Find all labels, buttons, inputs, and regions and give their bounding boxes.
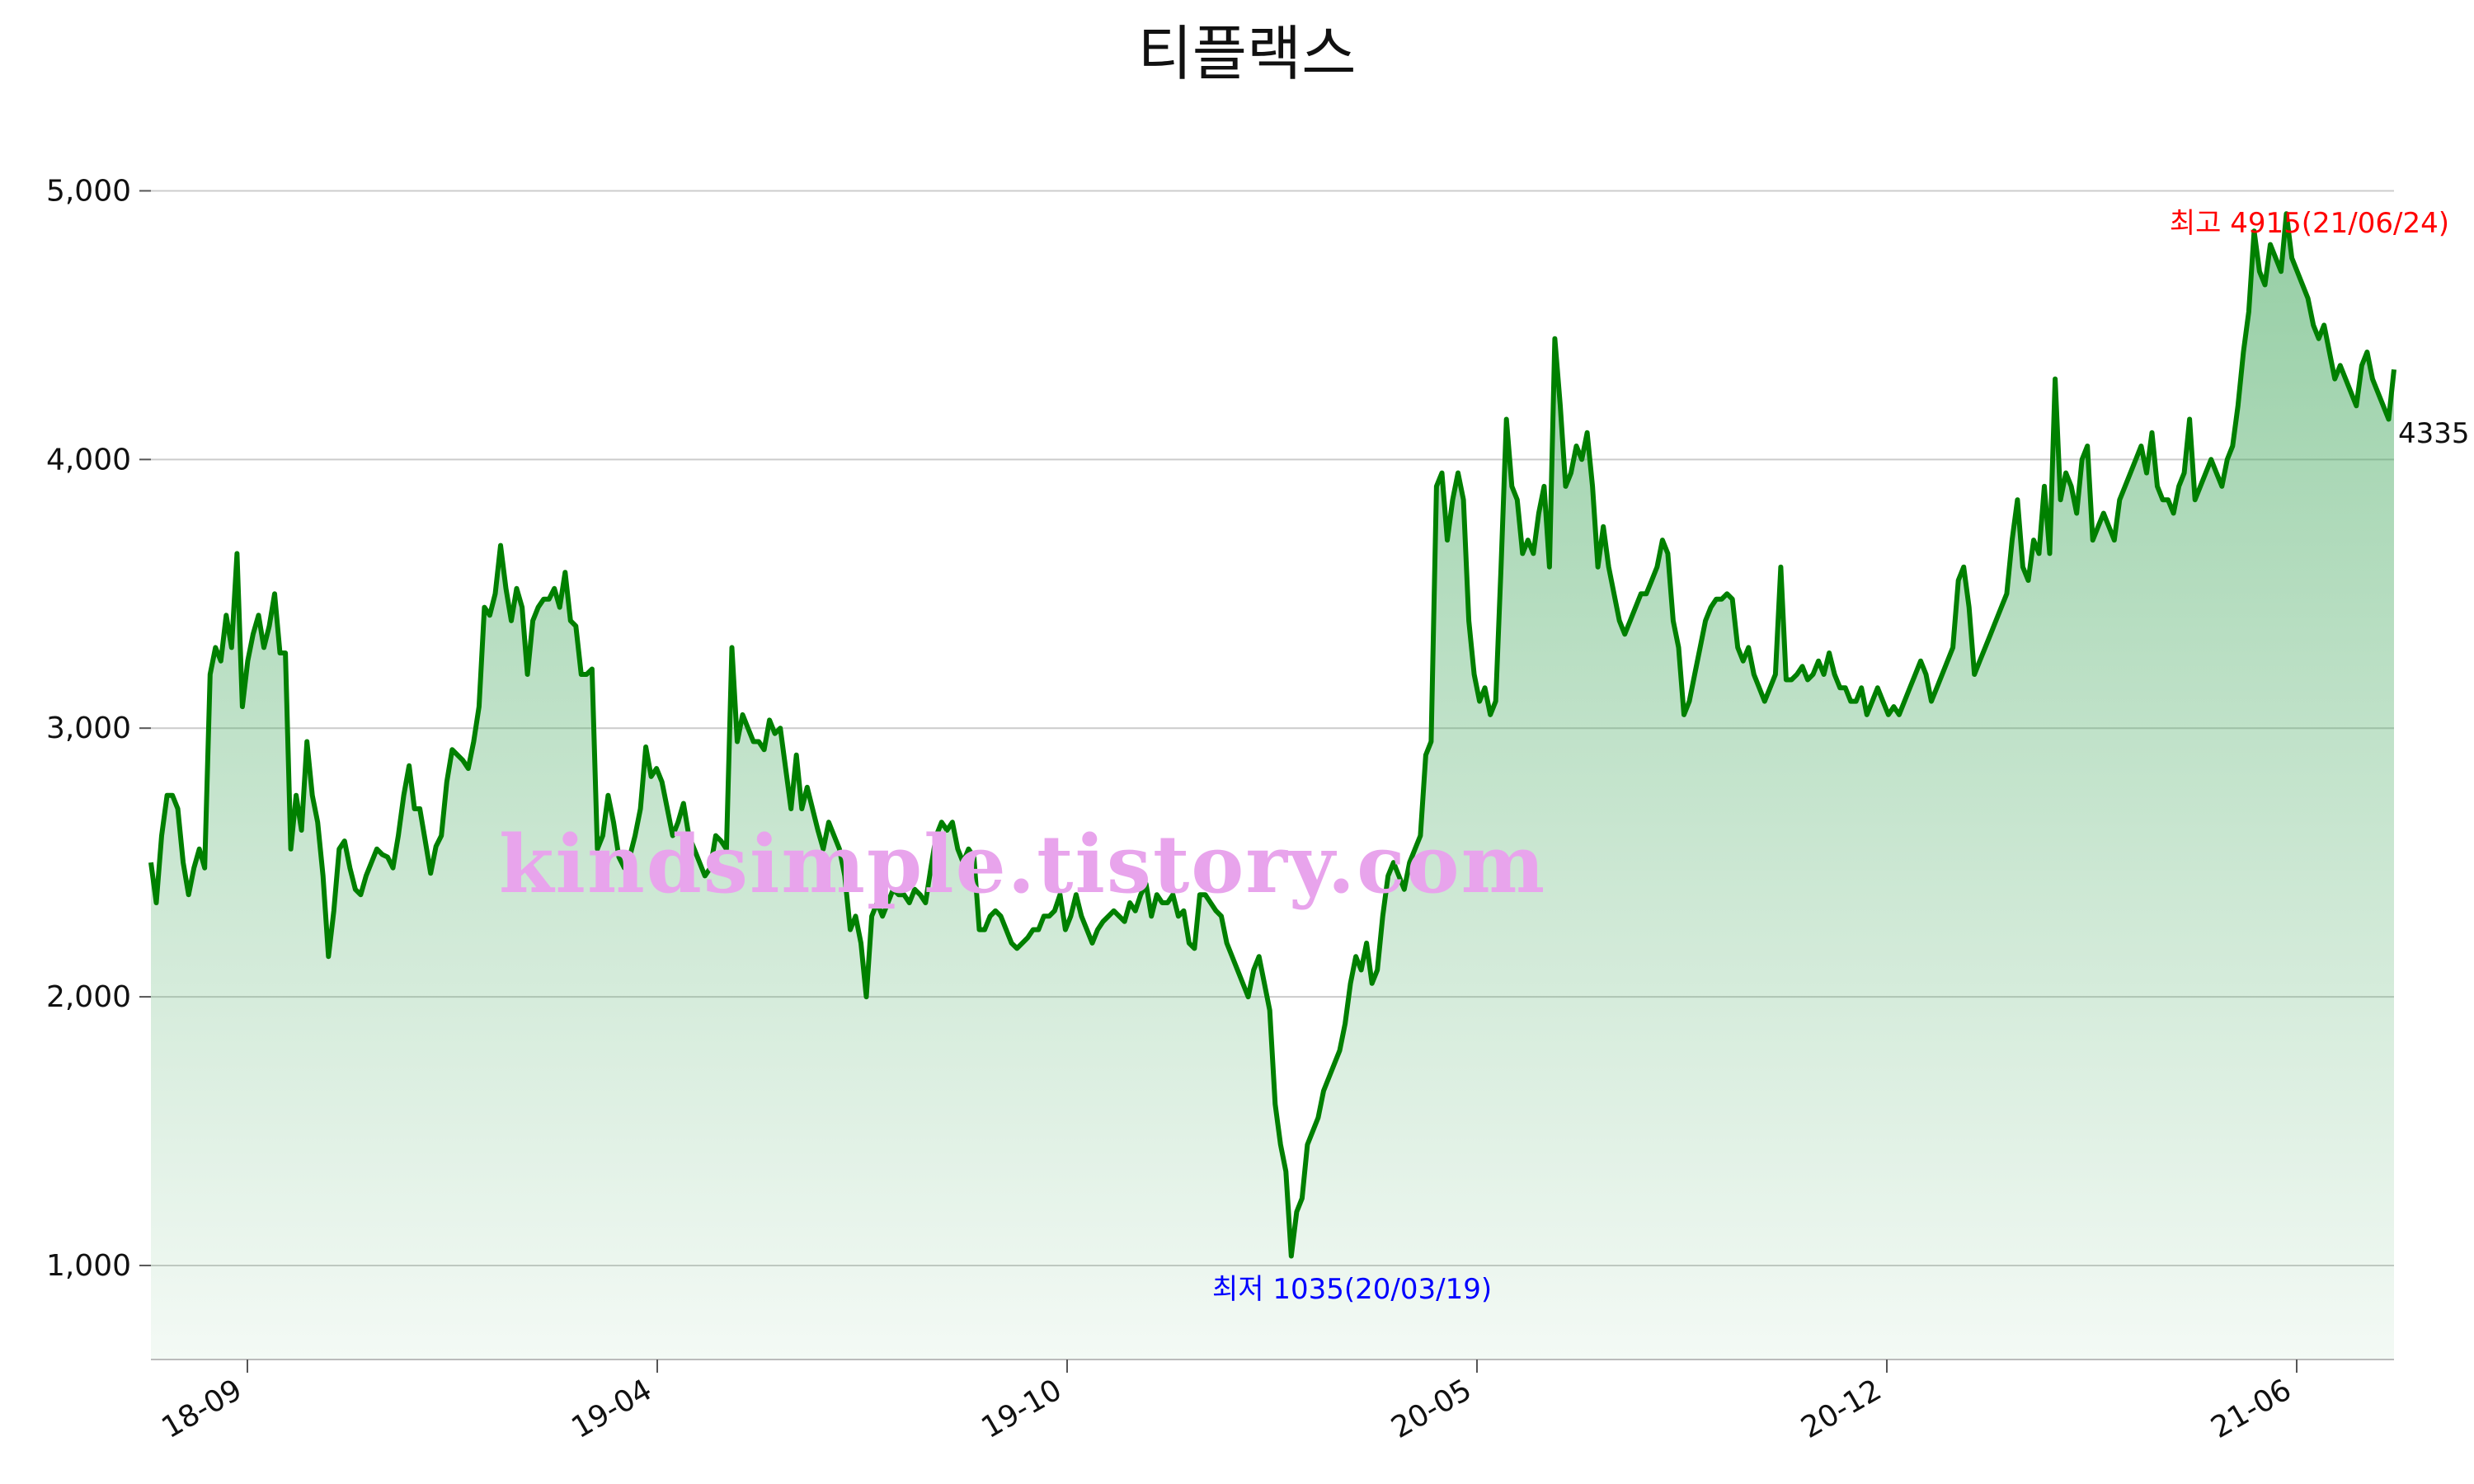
price-line	[148, 211, 2396, 1259]
low-annotation: 최저 1035(20/03/19)	[1212, 1273, 1492, 1306]
y-tick-label: 1,000	[46, 1249, 131, 1283]
x-tick-label: 19-10	[976, 1373, 1067, 1445]
y-tick-label: 4,000	[46, 443, 131, 477]
watermark-text: kindsimple.tistory.com	[499, 818, 1546, 911]
x-tick-label: 19-04	[566, 1373, 657, 1445]
y-tick-label: 2,000	[46, 980, 131, 1014]
high-annotation: 최고 4915(21/06/24)	[2170, 207, 2449, 240]
chart-title: 티플랙스	[1138, 19, 1357, 88]
y-tick-label: 3,000	[46, 711, 131, 745]
x-tick-label: 18-09	[156, 1373, 247, 1445]
price-area-fill	[151, 214, 2394, 1360]
x-tick-label: 20-12	[1795, 1373, 1887, 1445]
x-tick-label: 21-06	[2205, 1373, 2297, 1445]
y-tick-label: 5,000	[46, 174, 131, 208]
x-tick-label: 20-05	[1385, 1373, 1477, 1445]
y-axis: 1,000 2,000 3,000 4,000 5,000	[46, 174, 151, 1283]
last-price-label: 4335	[2398, 417, 2470, 450]
x-axis: 18-09 19-04 19-10 20-05 20-12 21-06	[156, 1360, 2298, 1445]
